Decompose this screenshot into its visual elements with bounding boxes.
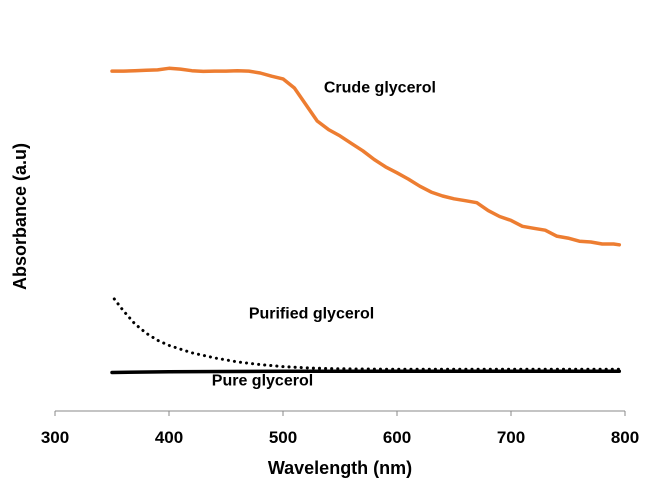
series-line-crude-glycerol bbox=[110, 66, 622, 247]
series-line-pure-glycerol bbox=[110, 369, 622, 375]
x-tick-label: 700 bbox=[497, 428, 525, 447]
annotation-layer: Crude glycerol Purified glycerol Pure glyc… bbox=[212, 80, 436, 390]
series-annotation: Pure glycerol bbox=[212, 372, 313, 389]
series-annotation: Purified glycerol bbox=[249, 306, 374, 323]
x-tick-label: 300 bbox=[41, 428, 69, 447]
series-layer bbox=[110, 66, 622, 375]
x-axis-ticks: 300 400 500 600 700 800 bbox=[41, 411, 639, 447]
x-tick-label: 800 bbox=[611, 428, 639, 447]
x-tick-label: 400 bbox=[155, 428, 183, 447]
y-axis-title: Absorbance (a.u) bbox=[10, 143, 30, 290]
series-line-purified-glycerol bbox=[112, 297, 621, 371]
x-axis-title: Wavelength (nm) bbox=[268, 458, 412, 478]
series-annotation: Crude glycerol bbox=[324, 80, 436, 97]
x-tick-label: 500 bbox=[269, 428, 297, 447]
x-tick-label: 600 bbox=[383, 428, 411, 447]
